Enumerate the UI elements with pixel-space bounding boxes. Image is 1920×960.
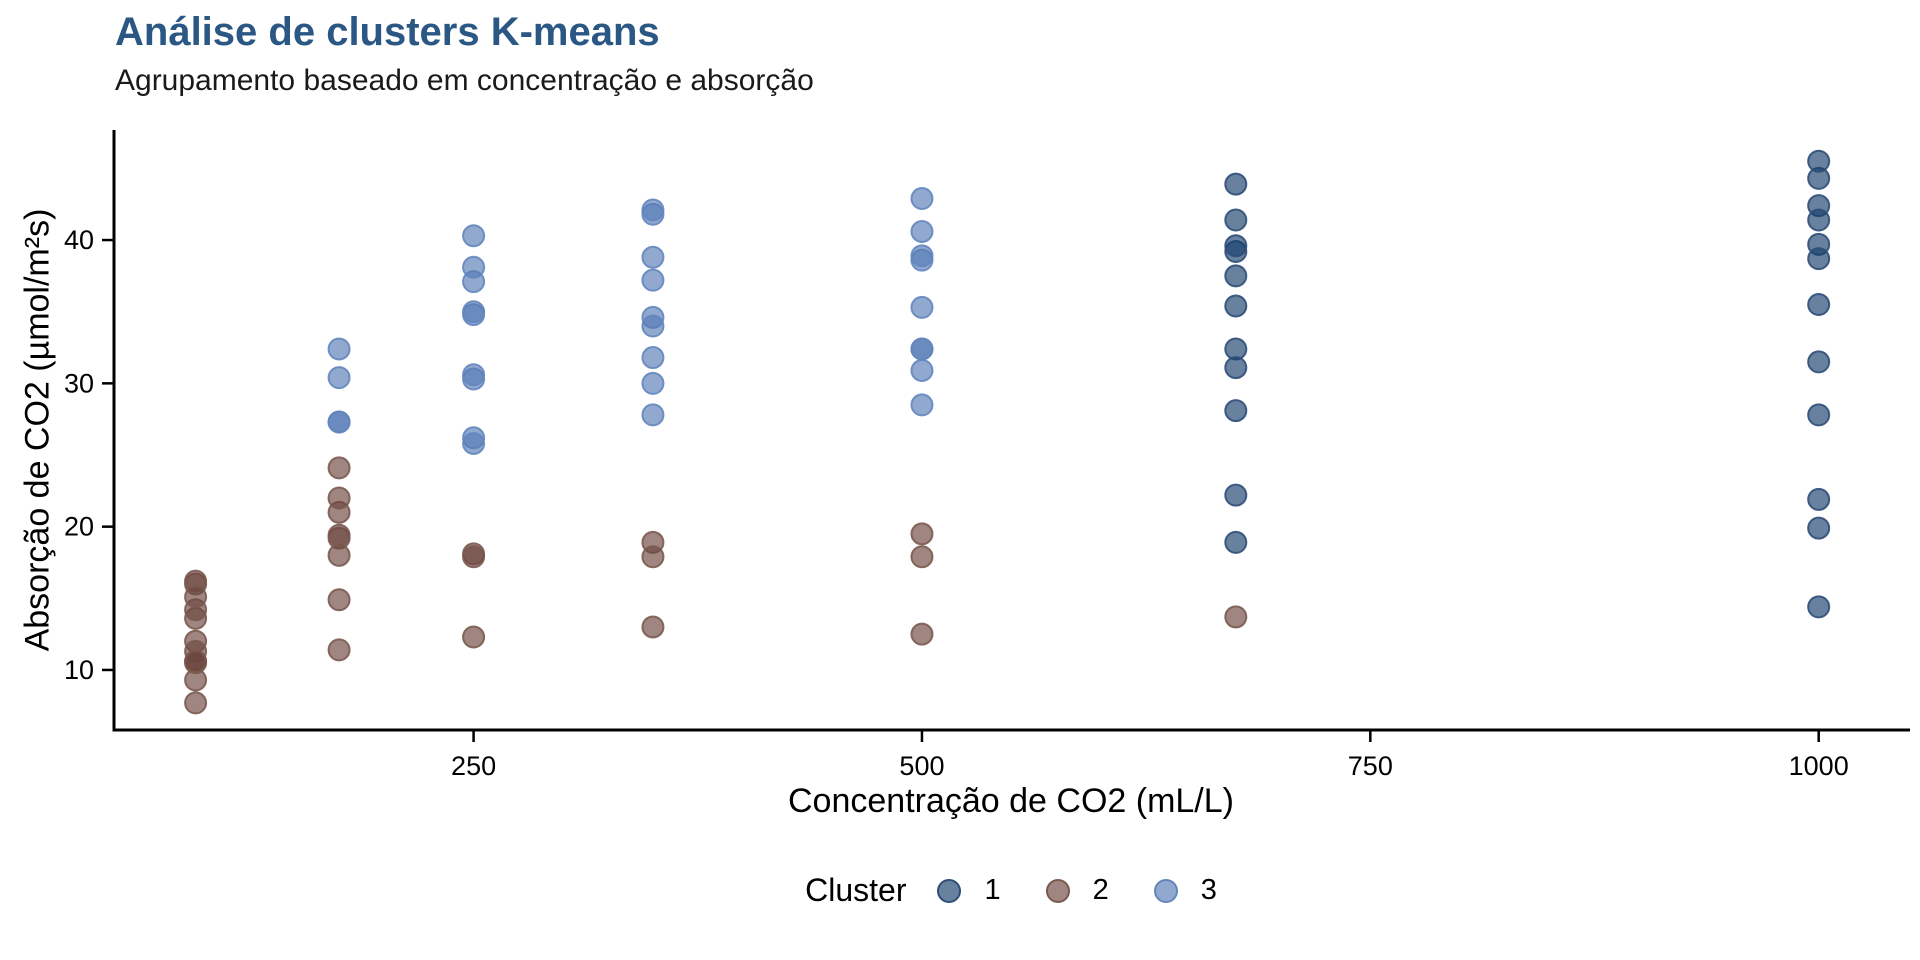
data-point-cluster-1 [1224,483,1248,507]
x-tick-label: 500 [899,751,944,781]
data-point-cluster-1 [1224,264,1248,288]
legend-key-dot-icon [1045,878,1070,903]
data-point-cluster-1 [1807,403,1831,427]
legend-item-label: 3 [1200,874,1217,906]
x-tick-label: 750 [1348,751,1393,781]
data-point-cluster-3 [910,244,934,268]
data-point-cluster-3 [910,358,934,382]
legend: Cluster 1 2 3 [114,872,1908,909]
data-point-cluster-1 [1224,530,1248,554]
data-point-cluster-2 [184,585,208,609]
y-tick-label: 40 [64,225,94,255]
data-point-cluster-3 [641,371,665,395]
legend-item-label: 2 [1092,874,1109,906]
chart-subtitle: Agrupamento baseado em concentração e ab… [115,64,814,97]
data-point-cluster-3 [910,186,934,210]
data-point-cluster-3 [641,403,665,427]
data-point-cluster-2 [327,543,351,567]
data-point-cluster-3 [641,268,665,292]
legend-items: 1 2 3 [936,874,1217,907]
data-point-cluster-3 [910,393,934,417]
y-tick-label: 10 [64,655,94,685]
data-point-cluster-1 [1807,516,1831,540]
data-point-cluster-2 [462,545,486,569]
legend-item-label: 1 [984,874,1001,906]
data-point-cluster-3 [641,314,665,338]
data-point-cluster-2 [327,456,351,480]
data-point-cluster-3 [462,363,486,387]
data-point-cluster-1 [1224,399,1248,423]
x-axis-title: Concentração de CO2 (mL/L) [788,782,1234,820]
data-point-cluster-3 [462,300,486,324]
data-point-cluster-3 [462,255,486,279]
legend-item-cluster-1: 1 [936,874,1001,907]
data-point-cluster-1 [1224,356,1248,380]
data-point-cluster-1 [1807,247,1831,271]
data-point-cluster-1 [1807,350,1831,374]
data-point-cluster-2 [327,588,351,612]
data-point-cluster-3 [462,432,486,456]
legend-key-dot-icon [1153,878,1178,903]
data-point-cluster-1 [1224,172,1248,196]
y-axis-title: Absorção de CO2 (µmol/m²s) [18,208,57,652]
data-point-cluster-2 [184,649,208,673]
data-point-cluster-1 [1807,149,1831,173]
data-point-cluster-3 [641,198,665,222]
y-tick-label: 30 [64,368,94,398]
legend-item-cluster-3: 3 [1153,874,1217,907]
data-point-cluster-3 [910,219,934,243]
data-point-cluster-3 [910,337,934,361]
legend-item-cluster-2: 2 [1045,874,1109,907]
data-point-cluster-2 [327,486,351,510]
data-point-cluster-2 [1224,605,1248,629]
data-point-cluster-3 [641,245,665,269]
data-point-cluster-2 [910,545,934,569]
data-point-cluster-1 [1807,293,1831,317]
data-point-cluster-2 [462,625,486,649]
data-point-cluster-3 [910,295,934,319]
x-tick-label: 1000 [1789,751,1849,781]
data-point-cluster-1 [1224,294,1248,318]
x-tick-label: 250 [451,751,496,781]
data-point-cluster-3 [641,346,665,370]
data-point-cluster-2 [184,691,208,715]
data-point-cluster-1 [1807,487,1831,511]
data-point-cluster-2 [641,615,665,639]
data-point-cluster-1 [1224,208,1248,232]
data-point-cluster-1 [1224,234,1248,258]
data-point-cluster-2 [910,522,934,546]
chart-title: Análise de clusters K-means [115,10,660,54]
data-point-cluster-1 [1807,595,1831,619]
data-point-cluster-3 [462,224,486,248]
data-point-cluster-1 [1807,208,1831,232]
y-tick-label: 20 [64,512,94,542]
data-point-cluster-2 [910,622,934,646]
legend-key-dot-icon [937,878,962,903]
data-point-cluster-2 [327,638,351,662]
data-point-cluster-2 [641,545,665,569]
legend-title: Cluster [805,872,907,908]
data-point-cluster-3 [327,337,351,361]
data-point-cluster-3 [327,410,351,434]
data-point-cluster-2 [327,523,351,547]
data-point-cluster-3 [327,366,351,390]
